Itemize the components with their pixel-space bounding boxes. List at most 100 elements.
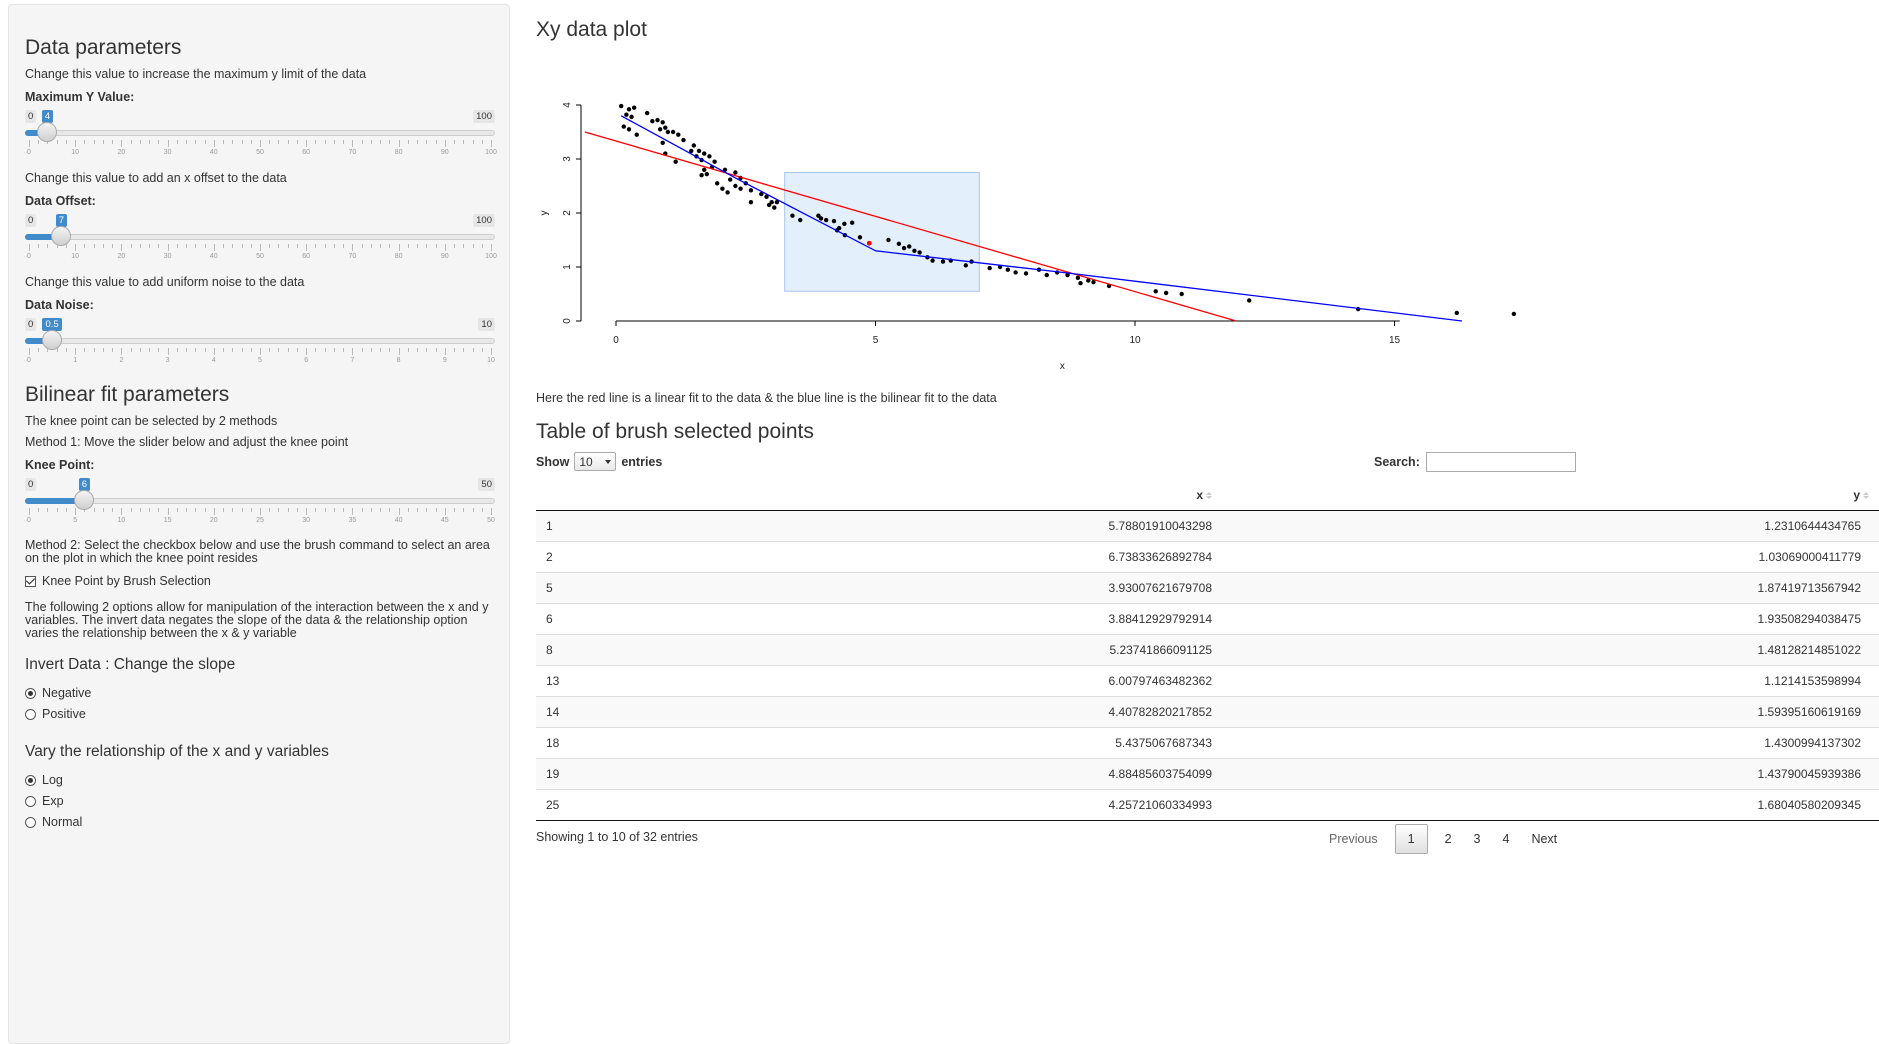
slider-tick [47, 244, 49, 248]
column-header-x[interactable]: x [646, 480, 1212, 511]
slider-tick [56, 508, 58, 512]
slider-tick [306, 508, 308, 515]
slider-handle[interactable] [74, 490, 95, 510]
slider-tick-label: 0 [27, 149, 31, 156]
radio-log-indicator[interactable] [25, 774, 36, 786]
slider-tick [454, 348, 456, 352]
data-point [733, 183, 738, 189]
radio-exp-indicator[interactable] [25, 795, 36, 807]
slider-tick [260, 244, 261, 251]
slider-track[interactable] [25, 338, 495, 344]
data-point [702, 167, 707, 172]
plot-caption: Here the red line is a linear fit to the… [536, 391, 997, 405]
slider-tick [93, 244, 95, 248]
slider-tick [121, 348, 123, 355]
column-header-index[interactable] [536, 480, 646, 511]
radio-positive-indicator[interactable] [25, 708, 36, 720]
slider-tick [278, 348, 280, 352]
slider-value-label: 6 [78, 478, 91, 491]
slider-tick [158, 140, 160, 144]
slider-tick [426, 244, 428, 248]
knee-point-slider[interactable]: 0 50 6 0 5 10 15 20 25 30 35 40 45 50 [25, 478, 495, 530]
slider-track[interactable] [25, 498, 495, 504]
next-page-button[interactable]: Next [1531, 832, 1558, 846]
slider-tick [204, 140, 206, 144]
radio-exp[interactable]: Exp [25, 794, 64, 808]
slider-tick-label: 60 [302, 253, 311, 260]
slider-tick [287, 508, 289, 512]
slider-track[interactable] [25, 234, 495, 240]
data-point [901, 245, 907, 251]
y-cell: 1.2310644434765 [1212, 510, 1879, 542]
slider-tick [380, 348, 382, 352]
method2-text: Method 2: Select the checkbox below and … [25, 538, 490, 565]
y-cell: 1.48128214851022 [1212, 634, 1879, 666]
radio-negative[interactable]: Negative [25, 686, 91, 700]
page-length-value: 10 [579, 454, 593, 469]
radio-normal[interactable]: Normal [25, 815, 82, 829]
radio-log[interactable]: Log [25, 773, 63, 787]
x-cell: 3.93007621679708 [646, 572, 1212, 604]
slider-tick [389, 140, 391, 144]
brush-selection-checkbox-row[interactable]: Knee Point by Brush Selection [25, 574, 211, 588]
data-point [629, 114, 634, 120]
data-point [626, 107, 632, 112]
slider-handle[interactable] [51, 226, 72, 246]
xy-scatter-plot[interactable]: 0 5 10 15 0 1 2 3 4 x y [536, 90, 1536, 380]
column-header-y[interactable]: y [1212, 480, 1879, 511]
slider-tick-label: 50 [256, 253, 264, 260]
brush-selection-checkbox[interactable] [25, 575, 36, 587]
slider-max-label: 10 [478, 318, 495, 331]
noise-slider[interactable]: 0 10 0.5 0 1 2 3 4 5 6 7 8 9 10 [25, 318, 495, 370]
slider-tick [417, 348, 419, 352]
table-row[interactable]: 19 4.88485603754099 1.43790045939386 [536, 758, 1879, 790]
radio-negative-indicator[interactable] [25, 687, 36, 699]
previous-page-button[interactable]: Previous [1329, 832, 1378, 846]
radio-normal-indicator[interactable] [25, 816, 36, 828]
slider-tick [112, 508, 114, 512]
slider-tick [121, 508, 123, 515]
slider-tick [241, 244, 243, 248]
page-button-1[interactable]: 1 [1394, 824, 1428, 854]
page-length-select[interactable]: 10 [574, 452, 617, 471]
slider-tick [352, 508, 354, 515]
page-button-4[interactable]: 4 [1502, 832, 1510, 846]
page-button-2[interactable]: 2 [1444, 832, 1452, 846]
table-row[interactable]: 8 5.23741866091125 1.48128214851022 [536, 634, 1879, 666]
page-button-3[interactable]: 3 [1473, 832, 1481, 846]
slider-tick [195, 244, 197, 248]
radio-normal-label: Normal [42, 815, 83, 829]
table-row[interactable]: 1 5.78801910043298 1.2310644434765 [536, 510, 1879, 542]
slider-tick [370, 244, 372, 248]
table-row[interactable]: 2 6.73833626892784 1.03069000411779 [536, 541, 1879, 573]
slider-tick [93, 348, 95, 352]
slider-min-label: 0 [25, 478, 37, 491]
x-cell: 5.78801910043298 [646, 510, 1212, 542]
slider-tick [139, 244, 141, 248]
radio-positive[interactable]: Positive [25, 707, 86, 721]
offset-slider[interactable]: 0 100 7 0 10 20 30 40 50 60 70 80 90 100 [25, 214, 497, 266]
slider-tick [454, 508, 456, 512]
slider-tick [361, 508, 363, 512]
data-point [1023, 271, 1029, 276]
data-point [733, 170, 738, 175]
radio-positive-label: Positive [42, 707, 86, 721]
table-row[interactable]: 13 6.00797463482362 1.1214153598994 [536, 665, 1879, 697]
slider-handle[interactable] [42, 330, 63, 350]
table-row[interactable]: 18 5.4375067687343 1.4300994137302 [536, 727, 1879, 759]
data-point [720, 186, 725, 191]
table-row[interactable]: 14 4.40782820217852 1.59395160619169 [536, 696, 1879, 728]
slider-track[interactable] [25, 130, 495, 136]
search-input[interactable] [1425, 452, 1576, 472]
data-point [1511, 311, 1517, 317]
data-point [650, 119, 655, 124]
table-row[interactable]: 5 3.93007621679708 1.87419713567942 [536, 572, 1879, 604]
data-point [1013, 270, 1018, 275]
slider-tick [102, 348, 104, 352]
table-row[interactable]: 6 3.88412929792914 1.93508294038475 [536, 603, 1879, 635]
data-point [886, 237, 891, 243]
slider-handle[interactable] [37, 122, 58, 142]
max-y-slider[interactable]: 0 100 4 0 10 20 30 40 50 60 70 80 90 100 [25, 110, 497, 162]
slider-tick [223, 348, 225, 352]
table-row[interactable]: 25 4.25721060334993 1.68040580209345 [536, 789, 1879, 821]
